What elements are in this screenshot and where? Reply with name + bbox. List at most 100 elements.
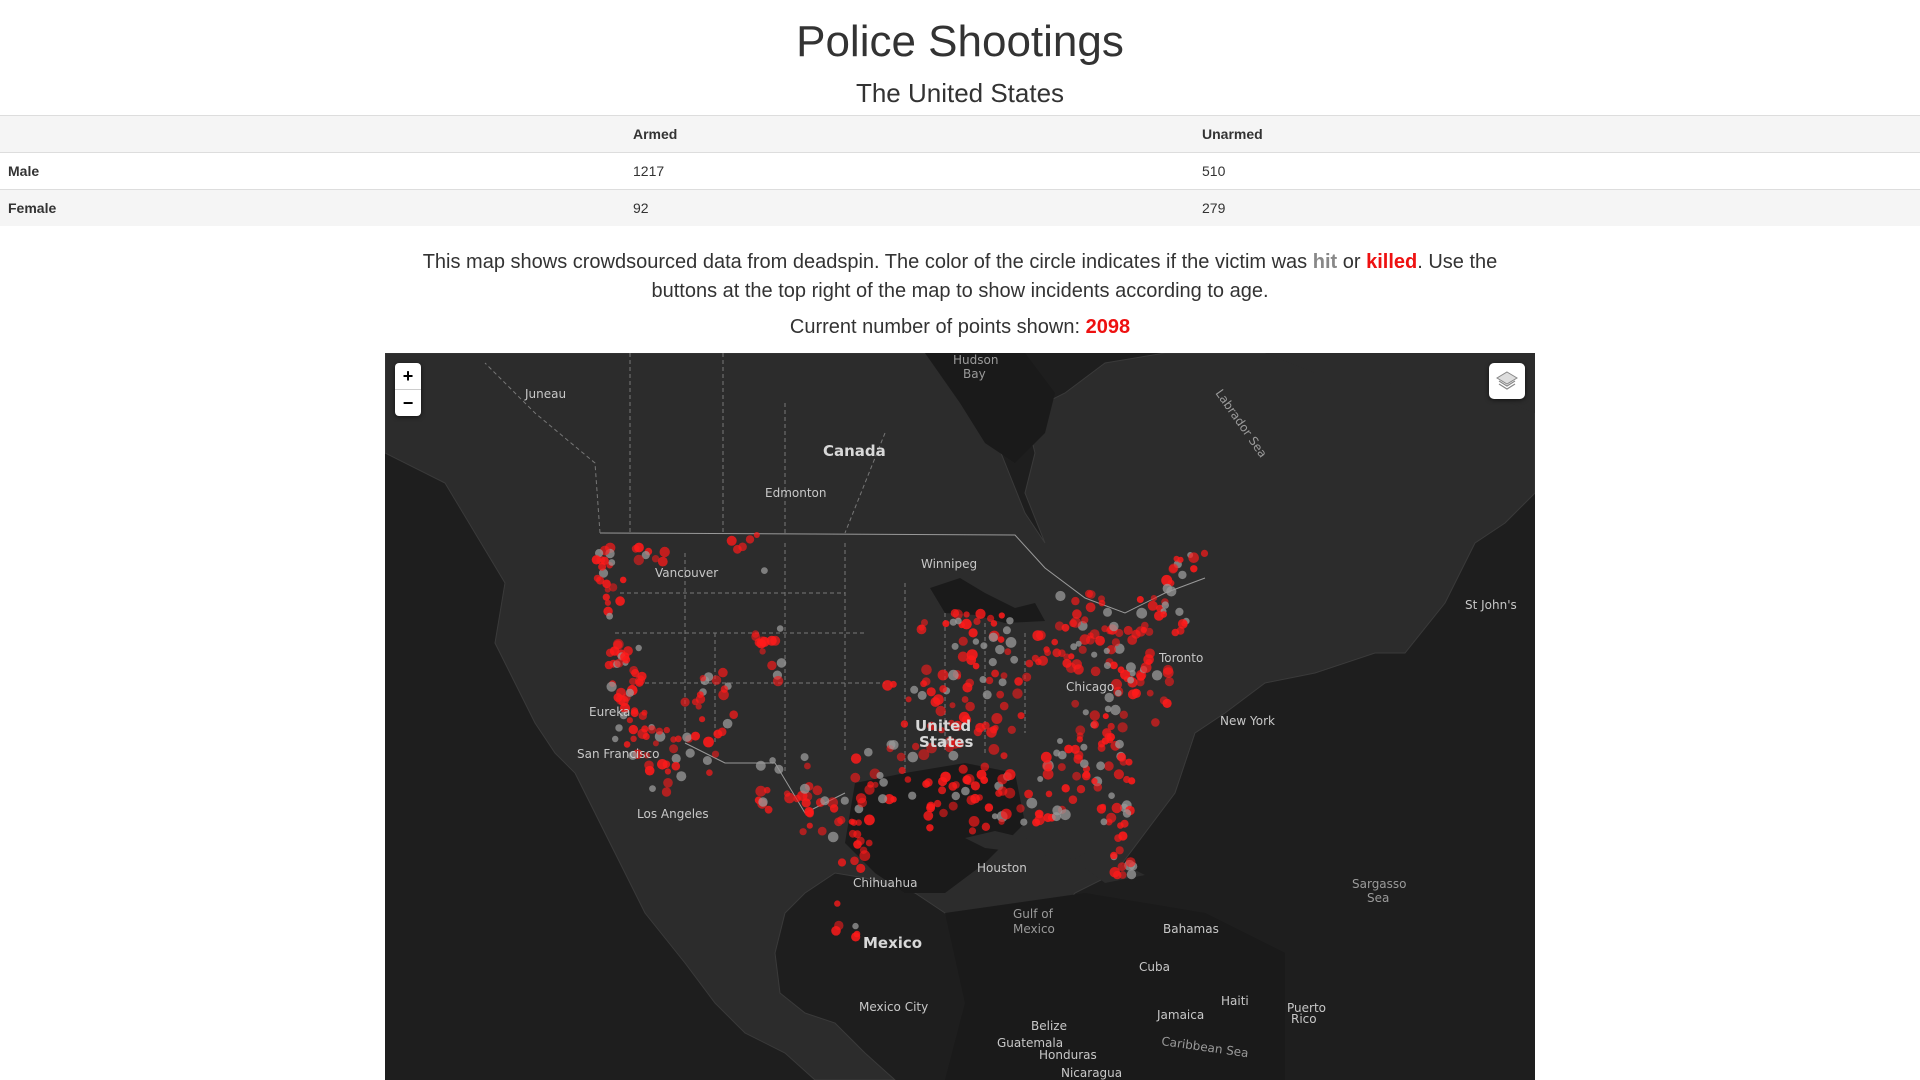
incident-point-killed[interactable] bbox=[991, 669, 999, 678]
incident-point-hit[interactable] bbox=[908, 791, 917, 800]
incident-point-killed[interactable] bbox=[1117, 752, 1127, 762]
incident-point-hit[interactable] bbox=[1080, 759, 1089, 768]
incident-point-killed[interactable] bbox=[949, 702, 956, 709]
incident-point-hit[interactable] bbox=[1055, 590, 1066, 602]
incident-point-killed[interactable] bbox=[905, 696, 912, 703]
incident-point-killed[interactable] bbox=[921, 664, 932, 676]
incident-point-killed[interactable] bbox=[850, 753, 862, 764]
incident-point-killed[interactable] bbox=[1106, 736, 1114, 744]
incident-point-killed[interactable] bbox=[952, 609, 963, 620]
incident-point-killed[interactable] bbox=[948, 801, 958, 811]
incident-point-killed[interactable] bbox=[1052, 648, 1062, 658]
incident-point-killed[interactable] bbox=[657, 759, 668, 770]
incident-point-killed[interactable] bbox=[1147, 600, 1158, 611]
incident-point-hit[interactable] bbox=[1178, 570, 1187, 580]
incident-point-killed[interactable] bbox=[1071, 596, 1080, 606]
incident-point-killed[interactable] bbox=[1004, 769, 1016, 781]
incident-point-killed[interactable] bbox=[1042, 760, 1053, 772]
incident-point-killed[interactable] bbox=[1123, 625, 1133, 635]
incident-point-killed[interactable] bbox=[984, 803, 994, 812]
incident-point-hit[interactable] bbox=[702, 756, 712, 765]
incident-point-hit[interactable] bbox=[800, 753, 809, 762]
incident-point-killed[interactable] bbox=[711, 750, 720, 758]
incident-point-killed[interactable] bbox=[859, 850, 871, 862]
incident-point-killed[interactable] bbox=[643, 752, 650, 759]
incident-point-killed[interactable] bbox=[1140, 662, 1152, 673]
incident-point-killed[interactable] bbox=[1136, 596, 1144, 603]
incident-point-killed[interactable] bbox=[965, 678, 974, 688]
incident-point-killed[interactable] bbox=[1016, 804, 1025, 813]
incident-point-killed[interactable] bbox=[759, 648, 766, 655]
incident-point-hit[interactable] bbox=[1082, 709, 1089, 716]
incident-point-killed[interactable] bbox=[799, 828, 807, 836]
incident-point-killed[interactable] bbox=[647, 725, 657, 734]
incident-point-killed[interactable] bbox=[970, 793, 980, 804]
incident-point-killed[interactable] bbox=[711, 675, 722, 685]
incident-point-killed[interactable] bbox=[703, 736, 714, 748]
incident-point-hit[interactable] bbox=[649, 785, 656, 792]
incident-point-killed[interactable] bbox=[767, 660, 777, 671]
incident-point-hit[interactable] bbox=[1103, 662, 1111, 669]
incident-point-killed[interactable] bbox=[856, 836, 865, 846]
incident-point-hit[interactable] bbox=[1037, 776, 1044, 782]
incident-point-killed[interactable] bbox=[695, 703, 702, 710]
incident-point-killed[interactable] bbox=[1164, 677, 1174, 687]
incident-point-killed[interactable] bbox=[630, 709, 639, 718]
incident-point-killed[interactable] bbox=[1062, 658, 1072, 668]
incident-point-killed[interactable] bbox=[629, 677, 637, 686]
incident-point-killed[interactable] bbox=[1096, 804, 1107, 814]
incident-point-hit[interactable] bbox=[948, 750, 959, 761]
incident-point-killed[interactable] bbox=[1102, 713, 1109, 720]
incident-point-killed[interactable] bbox=[1031, 654, 1039, 662]
incident-point-killed[interactable] bbox=[1162, 667, 1174, 678]
incident-point-killed[interactable] bbox=[1104, 761, 1114, 771]
incident-point-hit[interactable] bbox=[608, 559, 616, 566]
incident-point-killed[interactable] bbox=[635, 675, 646, 686]
incident-point-killed[interactable] bbox=[939, 808, 948, 818]
incident-point-killed[interactable] bbox=[918, 749, 930, 761]
incident-point-killed[interactable] bbox=[745, 535, 755, 544]
incident-point-hit[interactable] bbox=[991, 813, 998, 820]
incident-point-hit[interactable] bbox=[1175, 607, 1184, 616]
incident-point-killed[interactable] bbox=[602, 593, 610, 601]
incident-point-killed[interactable] bbox=[801, 798, 811, 808]
incident-point-killed[interactable] bbox=[942, 620, 950, 628]
incident-point-killed[interactable] bbox=[1119, 710, 1128, 719]
incident-point-killed[interactable] bbox=[882, 680, 893, 691]
incident-point-killed[interactable] bbox=[608, 583, 618, 592]
incident-point-killed[interactable] bbox=[867, 781, 874, 788]
incident-point-hit[interactable] bbox=[1002, 626, 1011, 635]
incident-point-killed[interactable] bbox=[851, 932, 861, 942]
incident-point-killed[interactable] bbox=[938, 776, 948, 787]
incident-point-killed[interactable] bbox=[726, 535, 737, 546]
incident-point-killed[interactable] bbox=[990, 620, 998, 627]
incident-point-hit[interactable] bbox=[988, 632, 998, 642]
incident-point-hit[interactable] bbox=[910, 685, 919, 694]
incident-point-killed[interactable] bbox=[872, 781, 879, 788]
incident-point-killed[interactable] bbox=[615, 596, 625, 606]
incident-point-killed[interactable] bbox=[1188, 552, 1199, 563]
incident-point-hit[interactable] bbox=[1075, 640, 1082, 647]
incident-point-hit[interactable] bbox=[755, 760, 766, 771]
incident-point-killed[interactable] bbox=[628, 724, 638, 735]
incident-point-killed[interactable] bbox=[1111, 678, 1122, 690]
incident-point-killed[interactable] bbox=[999, 701, 1009, 711]
incident-point-hit[interactable] bbox=[799, 783, 810, 794]
incident-point-killed[interactable] bbox=[806, 822, 813, 829]
zoom-out-button[interactable]: − bbox=[395, 389, 421, 416]
incident-point-killed[interactable] bbox=[981, 721, 990, 730]
incident-point-killed[interactable] bbox=[718, 667, 728, 678]
incident-point-hit[interactable] bbox=[682, 732, 692, 742]
incident-point-killed[interactable] bbox=[1057, 763, 1066, 772]
incident-point-hit[interactable] bbox=[1136, 607, 1148, 619]
incident-point-hit[interactable] bbox=[615, 724, 623, 732]
incident-point-killed[interactable] bbox=[1146, 689, 1154, 697]
incident-point-killed[interactable] bbox=[923, 810, 934, 821]
incident-point-killed[interactable] bbox=[976, 769, 987, 780]
incident-point-killed[interactable] bbox=[1061, 784, 1070, 793]
incident-point-killed[interactable] bbox=[1075, 725, 1086, 736]
incident-point-killed[interactable] bbox=[952, 720, 963, 731]
incident-point-hit[interactable] bbox=[761, 567, 768, 574]
incident-point-hit[interactable] bbox=[625, 688, 634, 697]
incident-point-killed[interactable] bbox=[633, 554, 644, 566]
